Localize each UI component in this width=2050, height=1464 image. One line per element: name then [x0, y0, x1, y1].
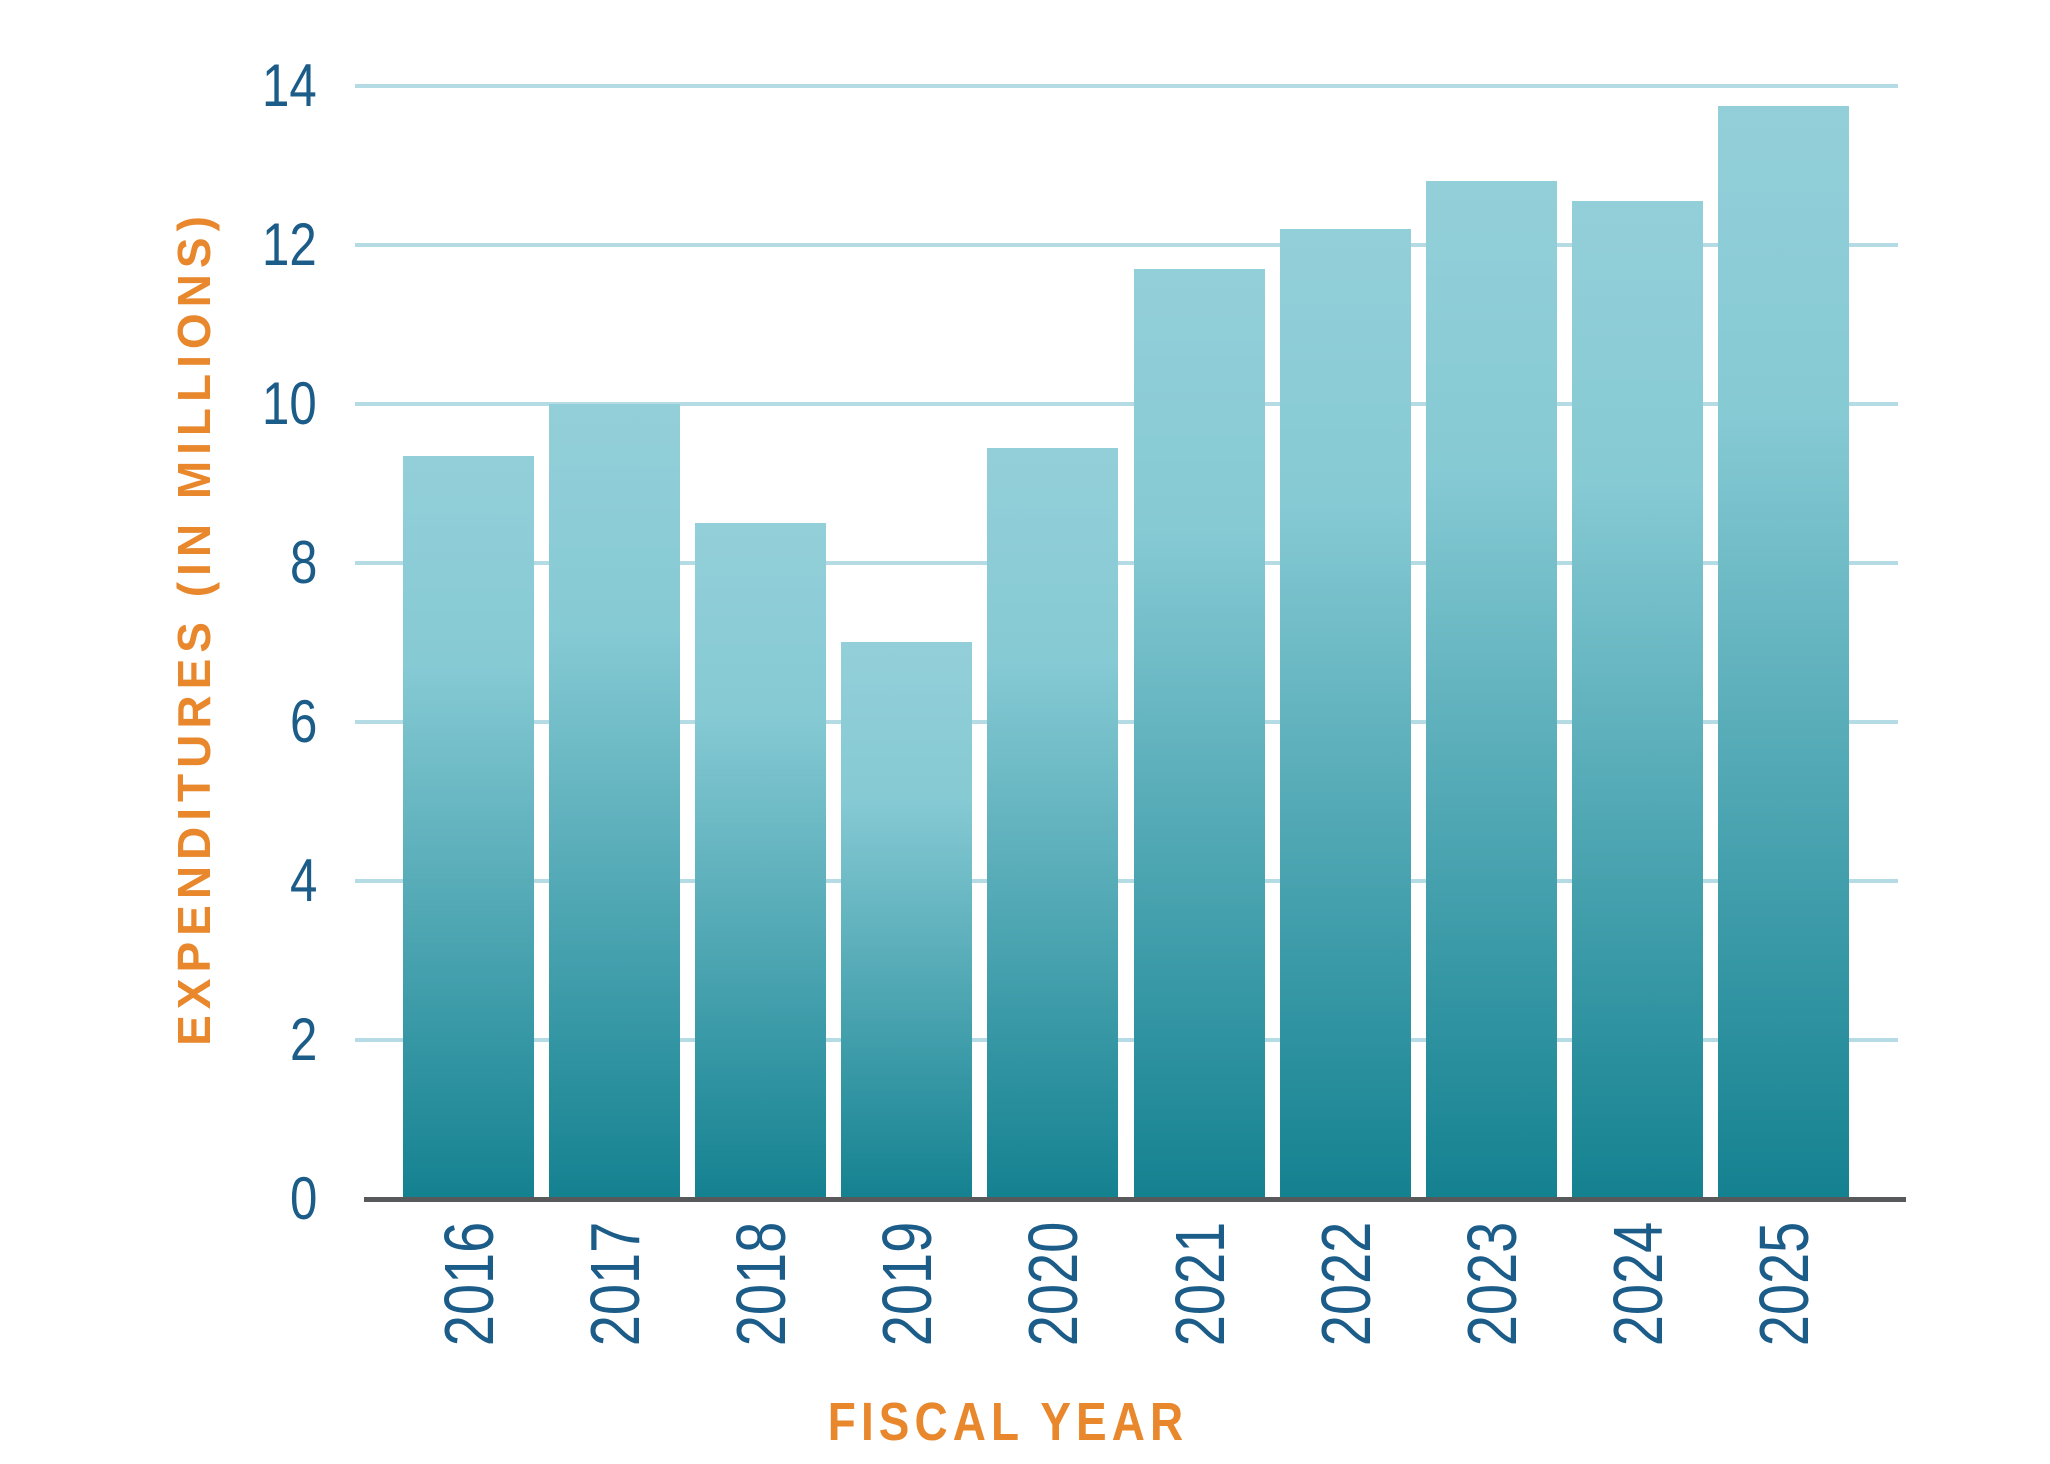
x-axis-title: FISCAL YEAR: [408, 1392, 1608, 1452]
x-tick-label-2022: 2022: [1306, 1221, 1385, 1347]
y-tick-value: 6: [289, 688, 317, 755]
bar-2023: [1426, 181, 1557, 1199]
y-tick-value: 12: [262, 211, 317, 278]
bar-2020: [987, 448, 1118, 1199]
y-tick-label-14: 14: [67, 46, 317, 126]
bar-2016: [403, 456, 534, 1199]
y-tick-label-8: 8: [67, 523, 317, 603]
bar-2022: [1280, 229, 1411, 1199]
x-tick-label-2019: 2019: [867, 1221, 946, 1347]
x-tick-label-2017: 2017: [575, 1221, 654, 1347]
gridline-y12: [355, 243, 1898, 247]
bar-2025: [1718, 106, 1849, 1199]
x-tick-label-2020: 2020: [1013, 1221, 1092, 1347]
x-tick-label-2023: 2023: [1452, 1221, 1531, 1347]
y-tick-value: 2: [289, 1006, 317, 1073]
y-tick-label-2: 2: [67, 1000, 317, 1080]
gridline-y6: [355, 720, 1898, 724]
y-tick-value: 14: [262, 52, 317, 119]
y-tick-label-10: 10: [67, 364, 317, 444]
bar-2021: [1134, 269, 1265, 1199]
y-tick-label-12: 12: [67, 205, 317, 285]
y-tick-value: 10: [262, 370, 317, 437]
y-tick-value: 4: [289, 847, 317, 914]
x-axis-line: [364, 1197, 1906, 1202]
y-tick-value: 0: [289, 1165, 317, 1232]
gridline-y10: [355, 402, 1898, 406]
y-tick-label-6: 6: [67, 682, 317, 762]
x-axis-title-text: FISCAL YEAR: [827, 1392, 1189, 1452]
gridline-y8: [355, 561, 1898, 565]
bar-2017: [549, 404, 680, 1199]
y-tick-label-4: 4: [67, 841, 317, 921]
x-tick-label-2024: 2024: [1598, 1221, 1677, 1347]
y-tick-value: 8: [289, 529, 317, 596]
gridline-y14: [355, 84, 1898, 88]
x-tick-label-2021: 2021: [1160, 1221, 1239, 1347]
gridline-y4: [355, 879, 1898, 883]
y-tick-label-0: 0: [67, 1159, 317, 1239]
bar-2024: [1572, 201, 1703, 1199]
bar-2018: [695, 523, 826, 1199]
gridline-y2: [355, 1038, 1898, 1042]
x-tick-label-2025: 2025: [1744, 1221, 1823, 1347]
x-tick-label-2018: 2018: [721, 1221, 800, 1347]
y-axis-title: EXPENDITURES (IN MILLIONS): [168, 210, 220, 1046]
bar-2019: [841, 642, 972, 1199]
x-tick-label-2016: 2016: [429, 1221, 508, 1347]
